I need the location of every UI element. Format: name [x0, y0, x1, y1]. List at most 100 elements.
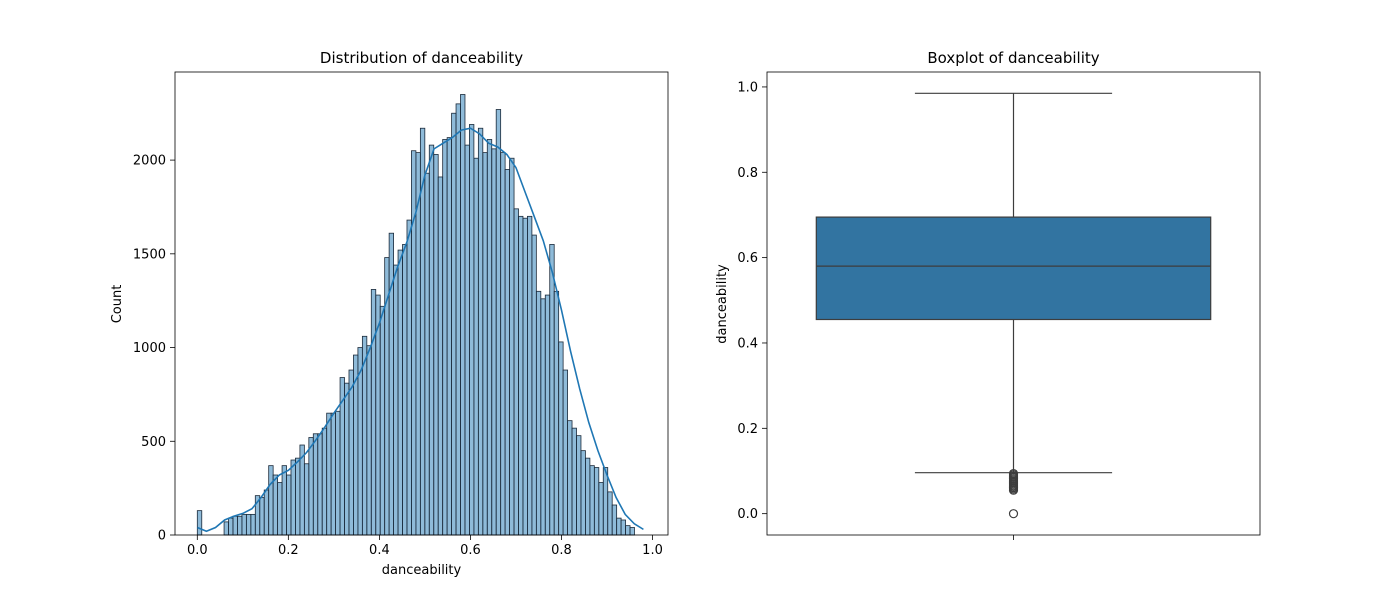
histogram-bar [531, 234, 537, 536]
histogram-y-label: Count [110, 285, 125, 324]
histogram-bar [428, 144, 435, 536]
histogram-bar [602, 467, 609, 536]
histogram-bar [281, 465, 287, 536]
histogram-bar [295, 457, 301, 536]
histogram-bar [379, 305, 386, 536]
histogram-bar [303, 463, 310, 536]
histogram-bar [544, 294, 551, 536]
x-tick-label: 0.8 [551, 543, 572, 558]
x-tick-label: 0.6 [460, 543, 481, 558]
boxplot-panel: 0.0 0.2 0.4 0.6 0.8 1.0 Boxplot of danceabili… [715, 49, 1261, 540]
histogram-bar [228, 517, 234, 536]
histogram-bar [571, 427, 577, 536]
histogram-x-label: danceability [382, 563, 462, 578]
histogram-bar [620, 519, 626, 536]
histogram-bar [562, 369, 568, 536]
histogram-bar [486, 139, 493, 536]
y-tick-label: 1000 [133, 341, 166, 356]
histogram-bar [464, 144, 470, 536]
histogram-bar [558, 341, 564, 536]
histogram-bar [424, 172, 430, 536]
y-tick-label: 500 [141, 435, 166, 450]
histogram-bar [259, 497, 265, 536]
histogram-bar [576, 435, 582, 536]
histogram-bar [518, 215, 524, 536]
histogram-title: Distribution of danceability [320, 49, 523, 67]
histogram-bar [286, 474, 292, 536]
histogram-bar [370, 289, 377, 536]
histogram-bar [406, 219, 412, 536]
histogram-bar [477, 127, 484, 536]
histogram-bar [446, 137, 452, 536]
histogram-bar [513, 208, 519, 536]
histogram-bar [491, 148, 497, 536]
y-tick-label: 0.6 [737, 251, 758, 266]
histogram-panel: 0.0 0.2 0.4 0.6 0.8 1.0 0 500 1000 1500 2000 Dist… [110, 49, 669, 578]
histogram-y-ticks: 0 500 1000 1500 2000 [133, 154, 175, 544]
histogram-bar [326, 412, 332, 536]
histogram-bar [308, 437, 314, 536]
histogram-bar [509, 157, 515, 536]
x-tick-label: 0.2 [278, 543, 299, 558]
x-tick-label: 0.4 [369, 543, 390, 558]
boxplot-elements [815, 92, 1212, 519]
histogram-bar [237, 515, 243, 536]
histogram-bar [593, 467, 600, 536]
boxplot-y-label: danceability [715, 264, 730, 344]
histogram-bar [522, 217, 528, 536]
histogram-bar [616, 517, 622, 536]
histogram-bar [451, 112, 457, 536]
histogram-bar [263, 489, 270, 536]
histogram-bar [344, 382, 350, 536]
histogram-bar [312, 433, 319, 536]
histogram-bar [469, 124, 475, 536]
kde-curve [197, 127, 644, 533]
histogram-bar [317, 433, 323, 536]
histogram-bar [540, 298, 546, 536]
histogram-bar [598, 482, 604, 536]
histogram-bar [393, 264, 399, 536]
boxplot-title: Boxplot of danceability [927, 49, 1099, 67]
histogram-bar [500, 152, 506, 536]
histogram-bar [535, 290, 542, 536]
y-tick-label: 0 [158, 529, 166, 544]
histogram-bar [589, 465, 595, 536]
histogram-bar [611, 504, 618, 536]
histogram-bar [241, 513, 247, 536]
histogram-bar [495, 109, 502, 536]
histogram-bar [348, 369, 354, 536]
histogram-bar [567, 420, 573, 536]
histogram-bar [277, 482, 283, 536]
histogram-bar [366, 345, 372, 536]
histogram-bar [553, 290, 560, 536]
histogram-bar [460, 94, 466, 536]
histogram-bar [549, 244, 555, 536]
histogram-bar [272, 474, 279, 536]
histogram-bar [232, 515, 238, 536]
histogram-bar [473, 157, 479, 536]
histogram-axes-frame [174, 71, 669, 536]
y-tick-label: 0.8 [737, 166, 758, 181]
histogram-bar [629, 527, 635, 536]
histogram-bar [402, 244, 408, 536]
histogram-bar [504, 169, 510, 536]
histogram-bar [607, 491, 613, 536]
outlier-point [1008, 468, 1019, 479]
y-tick-label: 1500 [133, 247, 166, 262]
y-tick-label: 0.0 [737, 507, 758, 522]
histogram-bar [455, 103, 461, 536]
boxplot-y-ticks: 0.0 0.2 0.4 0.6 0.8 1.0 [737, 80, 767, 522]
histogram-bar [250, 513, 256, 536]
histogram-bar [268, 465, 274, 536]
y-tick-label: 0.2 [737, 422, 758, 437]
histogram-bar [482, 152, 488, 536]
histogram-bar [442, 139, 448, 536]
histogram-bar [223, 521, 229, 536]
histogram-bar [290, 459, 296, 536]
x-tick-label: 0.0 [187, 543, 208, 558]
interquartile-box [815, 216, 1212, 321]
histogram-bar [625, 525, 631, 536]
histogram-bar [388, 232, 394, 536]
histogram-x-ticks: 0.0 0.2 0.4 0.6 0.8 1.0 [187, 535, 663, 558]
